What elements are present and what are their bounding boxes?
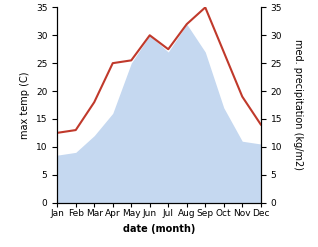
Y-axis label: med. precipitation (kg/m2): med. precipitation (kg/m2) <box>293 40 303 170</box>
Y-axis label: max temp (C): max temp (C) <box>20 71 31 139</box>
X-axis label: date (month): date (month) <box>123 224 195 234</box>
